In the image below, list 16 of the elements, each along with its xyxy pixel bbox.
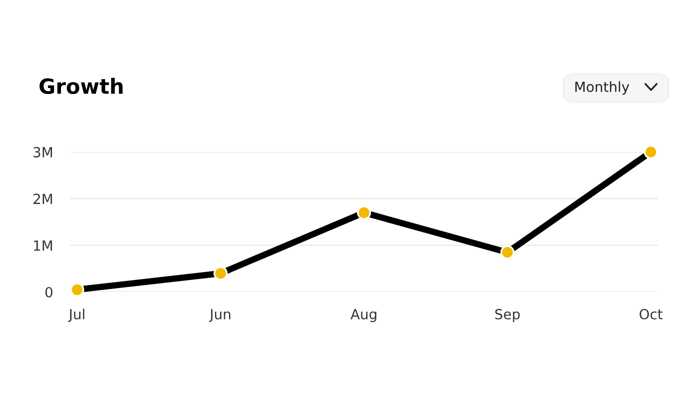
x-tick-label: Sep (495, 308, 520, 322)
chart-title: Growth (40, 78, 123, 94)
point (70, 282, 84, 297)
y-tick-label: 2M (34, 194, 52, 204)
x-tick-label: Aug (350, 309, 376, 322)
point (214, 266, 228, 280)
point (356, 206, 372, 220)
x-tick-label: Jun (209, 309, 230, 322)
x-tick-label: Oct (640, 308, 663, 320)
text: Monthly (575, 81, 630, 95)
point (644, 144, 658, 160)
point (500, 245, 514, 260)
y-tick-label: 0 (45, 286, 52, 298)
y-tick-label: 1M (34, 240, 52, 251)
x-tick-label: Jul (68, 308, 84, 322)
y-tick-label: 3M (34, 146, 52, 158)
